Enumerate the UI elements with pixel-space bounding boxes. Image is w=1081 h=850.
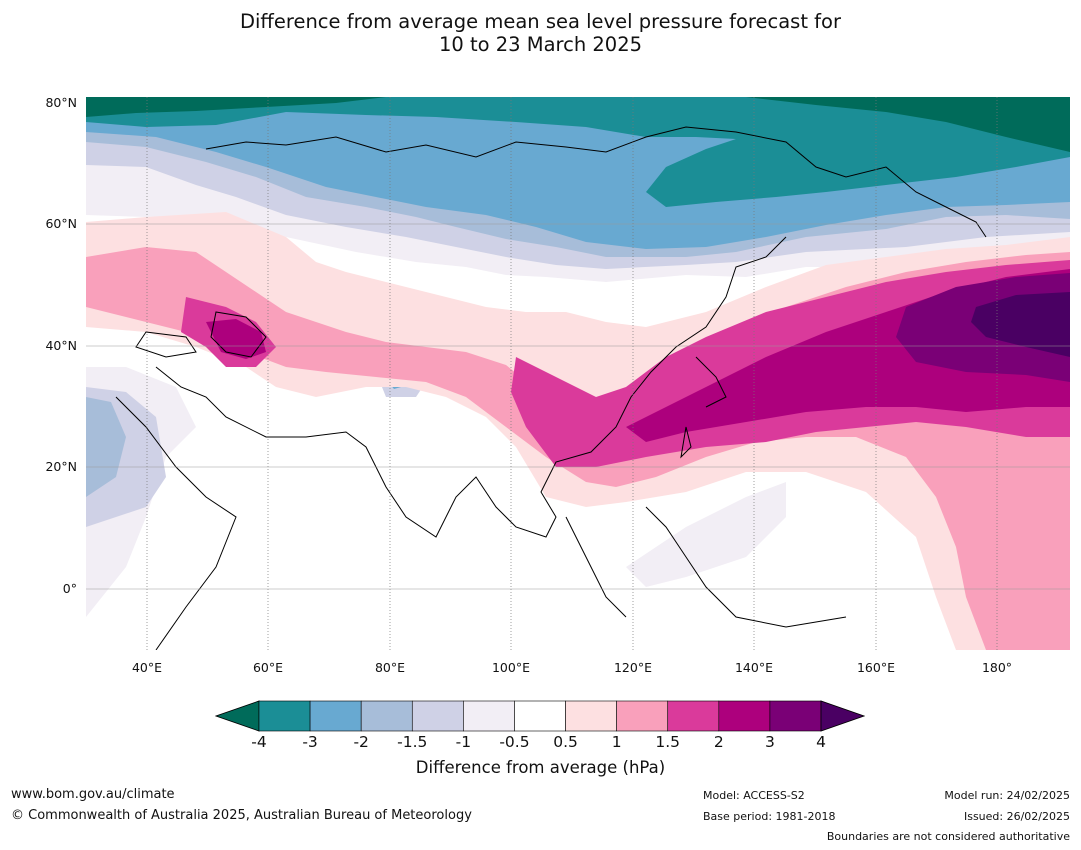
- colorbar-tick-label: -4: [251, 733, 267, 751]
- colorbar-title: Difference from average (hPa): [415, 758, 666, 777]
- colorbar-tick-label: 1: [611, 733, 622, 751]
- colorbar: [215, 700, 865, 732]
- colorbar-segment: [565, 700, 617, 732]
- colorbar-extension-low: [215, 700, 260, 732]
- colorbar-segment: [258, 700, 311, 732]
- footer-model: Model: ACCESS-S2: [703, 789, 805, 802]
- anomaly-zone-neg05-tropical: [626, 482, 786, 587]
- lon-label-180: 180°: [981, 660, 1013, 675]
- parallels: [86, 223, 1070, 590]
- footer-copyright: © Commonwealth of Australia 2025, Austra…: [11, 808, 472, 823]
- lon-label-80e: 80°E: [374, 660, 406, 675]
- colorbar-segment: [616, 700, 669, 732]
- colorbar-tick-label: 0.5: [553, 733, 578, 751]
- lat-label-80n: 80°N: [45, 95, 77, 110]
- anomaly-zone-neg4: [86, 97, 386, 117]
- anomaly-zone-pos2-west: [206, 319, 266, 359]
- colorbar-segment: [718, 700, 771, 732]
- anomaly-zone-neg3: [86, 97, 1070, 207]
- colorbar-tick-label: 2: [713, 733, 724, 751]
- graticule: [146, 97, 998, 650]
- footer-website[interactable]: www.bom.gov.au/climate: [11, 787, 175, 802]
- pressure-anomaly-map: [86, 97, 1070, 650]
- colorbar-tick-label: 1.5: [655, 733, 681, 751]
- lon-label-140e: 140°E: [734, 660, 773, 675]
- lon-label-120e: 120°E: [613, 660, 652, 675]
- colorbar-tick-label: -3: [302, 733, 318, 751]
- colorbar-tick-label: -1.5: [397, 733, 428, 751]
- lon-label-100e: 100°E: [491, 660, 530, 675]
- colorbar-tick-label: 3: [764, 733, 775, 751]
- colorbar-tick-label: 4: [816, 733, 826, 751]
- colorbar-segment: [667, 700, 720, 732]
- colorbar-segment: [309, 700, 362, 732]
- footer-model-run: Model run: 24/02/2025: [944, 789, 1070, 802]
- title-line-2: 10 to 23 March 2025: [438, 33, 643, 56]
- colorbar-segment: [514, 700, 566, 732]
- anomaly-zone-neg4-east: [746, 97, 1070, 152]
- colorbar-segment: [360, 700, 413, 732]
- footer-disclaimer: Boundaries are not considered authoritat…: [826, 830, 1070, 843]
- coastlines: [115, 126, 987, 650]
- colorbar-segment: [411, 700, 464, 732]
- lat-label-0: 0°: [62, 581, 77, 596]
- colorbar-tick-label: -0.5: [499, 733, 530, 751]
- title-line-1: Difference from average mean sea level p…: [240, 10, 841, 33]
- footer-issued: Issued: 26/02/2025: [963, 810, 1070, 823]
- colorbar-extension-high: [820, 700, 865, 732]
- lon-label-40e: 40°E: [131, 660, 163, 675]
- lon-label-60e: 60°E: [252, 660, 284, 675]
- colorbar-segment: [463, 700, 515, 732]
- colorbar-tick-label: -2: [353, 733, 369, 751]
- anomaly-zone-pos4: [971, 292, 1070, 357]
- lat-label-20n: 20°N: [45, 459, 77, 474]
- anomaly-zone-neg15-west: [86, 397, 126, 497]
- lon-label-160e: 160°E: [856, 660, 895, 675]
- lat-label-60n: 60°N: [45, 216, 77, 231]
- footer-base-period: Base period: 1981-2018: [703, 810, 836, 823]
- colorbar-tick-label: -1: [455, 733, 472, 751]
- map-title: Difference from average mean sea level p…: [0, 10, 1081, 56]
- lat-label-40n: 40°N: [45, 338, 77, 353]
- colorbar-segment: [769, 700, 822, 732]
